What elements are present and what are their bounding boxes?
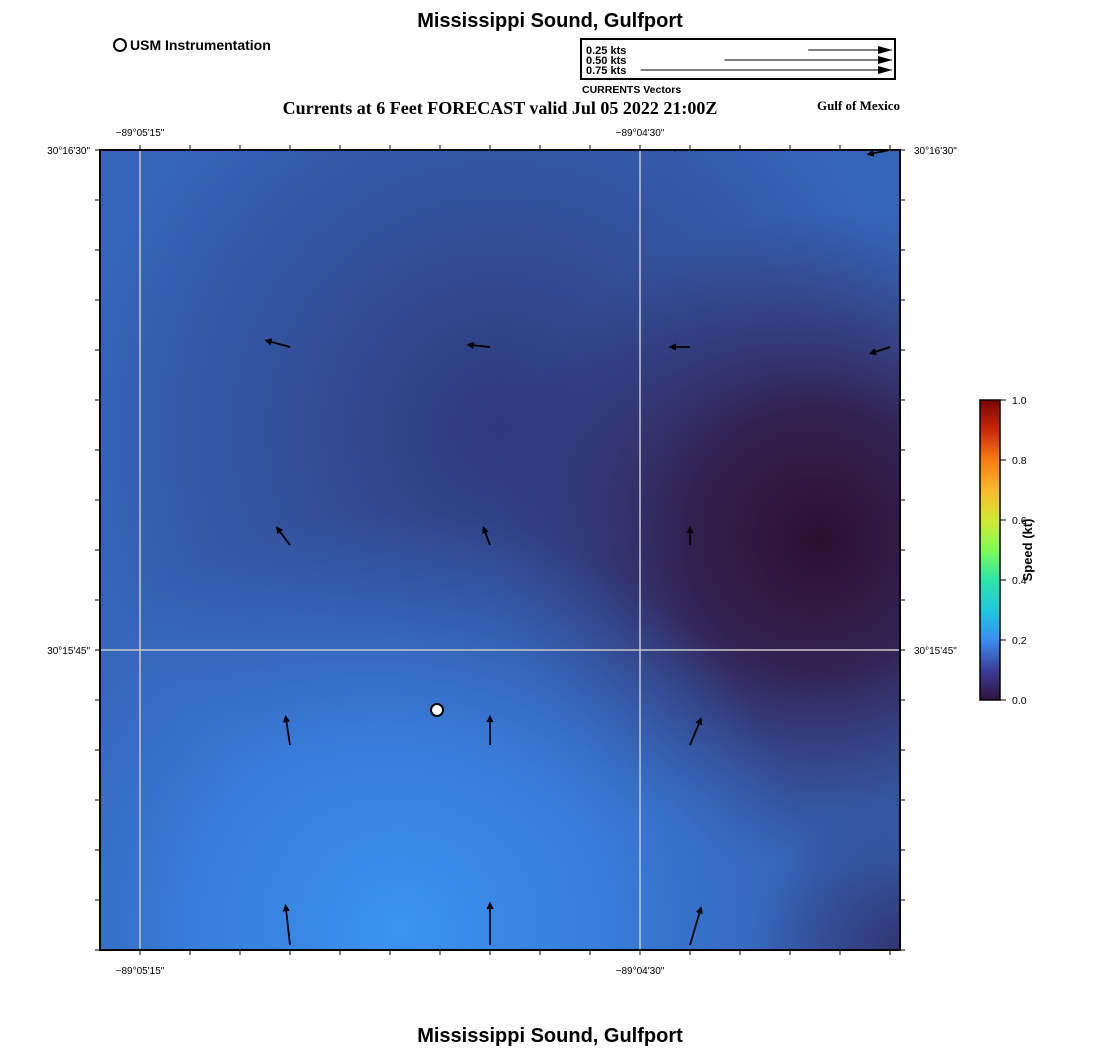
- vector-legend-label: 0.25 kts: [586, 45, 626, 57]
- colorbar-tick-label: 0.2: [1012, 635, 1027, 647]
- station-legend-label: USM Instrumentation: [130, 37, 271, 53]
- usm-station-marker[interactable]: [430, 703, 444, 717]
- map-frame: [99, 149, 901, 951]
- current-vector: [466, 341, 491, 349]
- current-vector: [866, 150, 891, 157]
- speed-field: [100, 150, 900, 950]
- map-title: Mississippi Sound, Gulfport: [417, 10, 683, 32]
- latitude-label: 30°16'30": [914, 146, 957, 157]
- vector-legend-arrowhead: [878, 56, 892, 64]
- latitude-label: 30°15'45": [914, 646, 957, 657]
- vector-legend-label: 0.50 kts: [586, 55, 626, 67]
- vector-legend-arrowhead: [878, 46, 892, 54]
- vector-legend-label: 0.75 kts: [586, 65, 626, 77]
- speed-colorbar: 0.0 0.2 0.4 0.6 0.8 1.0: [979, 395, 1027, 707]
- longitude-label: −89°04'30": [616, 128, 665, 139]
- colorbar-label: Speed (kt): [1020, 518, 1035, 582]
- station-legend: USM Instrumentation: [113, 37, 271, 53]
- graticule: [100, 150, 900, 950]
- colorbar-tick-label: 1.0: [1012, 395, 1027, 407]
- colorbar-tick-label: 0.4: [1012, 575, 1027, 587]
- current-vector: [275, 526, 291, 546]
- current-vector: [482, 526, 491, 546]
- current-vector: [868, 346, 891, 356]
- current-vector: [282, 903, 291, 946]
- region-label: Gulf of Mexico: [816, 98, 900, 113]
- latitude-label: 30°16'30": [47, 146, 90, 157]
- current-vector: [264, 338, 291, 348]
- current-map: −89°05'15" −89°05'15" −89°04'30" −89°04'30"…: [47, 128, 957, 977]
- current-vector: [689, 717, 703, 746]
- longitude-label: −89°05'15": [116, 966, 165, 977]
- current-vector: [689, 906, 703, 946]
- longitude-label: −89°04'30": [616, 966, 665, 977]
- station-marker-icon: [113, 38, 127, 52]
- vector-legend-caption: CURRENTS Vectors: [582, 84, 682, 96]
- colorbar-ramp: [979, 399, 1001, 701]
- vector-legend-arrowhead: [878, 66, 892, 74]
- map-subtitle: Currents at 6 Feet FORECAST valid Jul 05…: [282, 98, 718, 118]
- colorbar-tick-label: 0.6: [1012, 515, 1027, 527]
- latitude-label: 30°15'45": [47, 646, 90, 657]
- colorbar-tick-label: 0.0: [1012, 695, 1027, 707]
- longitude-label: −89°05'15": [116, 128, 165, 139]
- current-vectors: [264, 150, 891, 946]
- current-vector: [282, 714, 291, 746]
- footer-title: Mississippi Sound, Gulfport: [417, 1025, 683, 1047]
- colorbar-tick-label: 0.8: [1012, 455, 1027, 467]
- coordinate-labels: −89°05'15" −89°05'15" −89°04'30" −89°04'30"…: [47, 128, 957, 977]
